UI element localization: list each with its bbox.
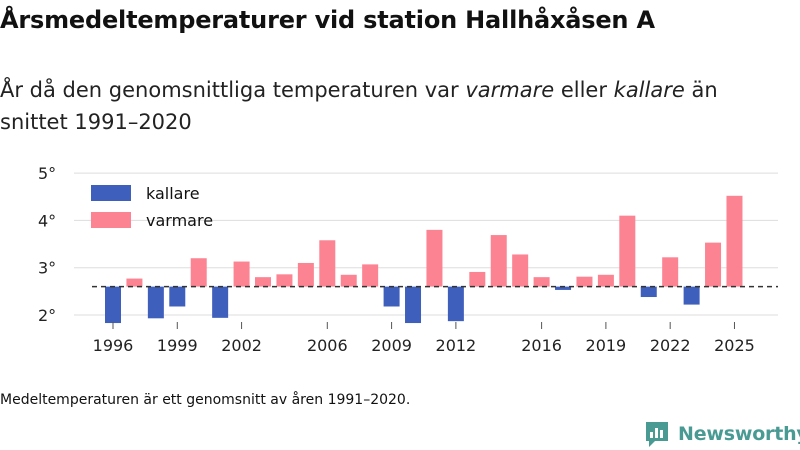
bar-1996 (105, 286, 121, 324)
bar-2018 (576, 276, 593, 287)
subtitle-part2: eller (554, 78, 614, 102)
bar-2010 (405, 286, 422, 324)
bar-2006 (319, 240, 336, 287)
x-tick-label: 2019 (586, 336, 627, 355)
bar-2007 (340, 274, 357, 287)
subtitle-part1: År då den genomsnittliga temperaturen va… (0, 78, 466, 102)
bar-1999 (169, 286, 186, 307)
bar-1997 (126, 278, 143, 287)
chart-subtitle: År då den genomsnittliga temperaturen va… (0, 74, 790, 138)
bar-2016 (533, 277, 550, 287)
bar-2023 (683, 286, 700, 305)
subtitle-warmer: varmare (465, 78, 555, 102)
x-tick-label: 2025 (714, 336, 755, 355)
bar-2017 (555, 286, 572, 290)
bar-2008 (362, 264, 379, 287)
legend-swatch-warmer (91, 212, 131, 228)
bar-2011 (426, 229, 443, 287)
bar-2020 (619, 215, 636, 287)
newsworthy-logo: Newsworthy (644, 420, 800, 448)
x-tick-label: 2022 (650, 336, 691, 355)
legend-label-colder: kallare (146, 184, 200, 203)
bar-2019 (597, 274, 614, 287)
bar-2015 (512, 254, 529, 287)
bar-2022 (662, 257, 679, 287)
bar-2025 (726, 195, 743, 287)
chart-title: Årsmedeltemperaturer vid station Hallhåx… (0, 6, 655, 34)
newsworthy-logo-text: Newsworthy (678, 423, 800, 445)
subtitle-part3: än snittet 1991–2020 (0, 78, 718, 134)
bar-2003 (255, 277, 272, 287)
legend-swatch-colder (91, 185, 131, 201)
y-tick-label: 4° (38, 211, 56, 230)
bar-1998 (147, 286, 164, 319)
x-tick-label: 2002 (221, 336, 262, 355)
bar-2014 (490, 235, 507, 287)
newsworthy-logo-icon (646, 422, 668, 447)
footnote: Medeltemperaturen är ett genomsnitt av å… (0, 392, 411, 408)
x-tick-label: 1996 (93, 336, 134, 355)
bar-2000 (190, 258, 207, 287)
bar-2012 (447, 286, 464, 322)
y-tick-label: 2° (38, 306, 56, 325)
x-tick-label: 2012 (436, 336, 477, 355)
bar-2021 (640, 286, 657, 298)
bar-2002 (233, 261, 250, 287)
subtitle-colder: kallare (613, 78, 685, 102)
x-tick-label: 2006 (307, 336, 348, 355)
bar-2004 (276, 274, 293, 287)
legend-label-warmer: varmare (146, 211, 213, 230)
x-tick-label: 1999 (157, 336, 198, 355)
x-tick-label: 2009 (371, 336, 412, 355)
bar-2009 (383, 286, 400, 307)
y-tick-label: 5° (38, 164, 56, 183)
bar-2024 (705, 242, 722, 287)
x-tick-label: 2016 (521, 336, 562, 355)
bar-2001 (212, 286, 229, 318)
y-tick-label: 3° (38, 259, 56, 278)
bar-2005 (297, 262, 314, 287)
bar-2013 (469, 271, 486, 287)
